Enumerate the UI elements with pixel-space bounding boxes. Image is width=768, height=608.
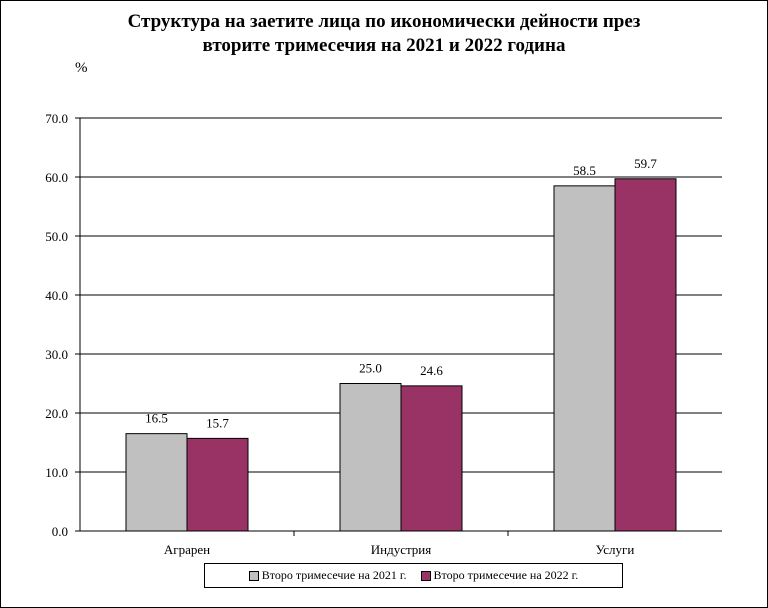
data-label: 58.5 [573,163,596,178]
bar-2022-1 [400,385,463,532]
bar-2022-2 [614,178,677,532]
y-tick-label: 70.0 [45,111,68,126]
bar-2021-1 [339,383,402,532]
data-label: 24.6 [420,363,443,378]
legend-item-2021: Второ тримесечие на 2021 г. [248,568,407,583]
legend-swatch-2022 [420,570,431,581]
y-tick-label: 30.0 [45,347,68,362]
bar-2022-0 [186,437,249,532]
data-label: 15.7 [206,415,229,430]
y-tick-label: 40.0 [45,288,68,303]
y-axis-unit-label: % [75,60,88,76]
chart-title-line-1: Структура на заетите лица по икономическ… [127,11,641,32]
x-category-label: Услуги [596,542,635,557]
bar-2021-2 [553,185,616,532]
legend-label-2021: Второ тримесечие на 2021 г. [261,568,407,582]
data-label: 59.7 [634,156,657,171]
y-tick-label: 50.0 [45,229,68,244]
x-category-label: Аграрен [164,542,210,557]
chart-title-line-2: вторите тримесечия на 2021 и 2022 година [202,35,566,56]
legend: Второ тримесечие на 2021 г. Второ тримес… [204,563,623,588]
data-label: 16.5 [145,411,168,426]
y-tick-label: 20.0 [45,406,68,421]
y-tick-label: 10.0 [45,465,68,480]
data-label: 25.0 [359,361,382,376]
legend-label-2022: Второ тримесечие на 2022 г. [433,568,579,582]
bar-2021-0 [125,433,188,532]
legend-swatch-2021 [248,570,259,581]
chart-title: Структура на заетите лица по икономическ… [0,10,768,58]
y-tick-label: 0.0 [52,524,68,539]
x-category-label: Индустрия [371,542,432,557]
legend-item-2022: Второ тримесечие на 2022 г. [420,568,579,583]
y-tick-label: 60.0 [45,170,68,185]
